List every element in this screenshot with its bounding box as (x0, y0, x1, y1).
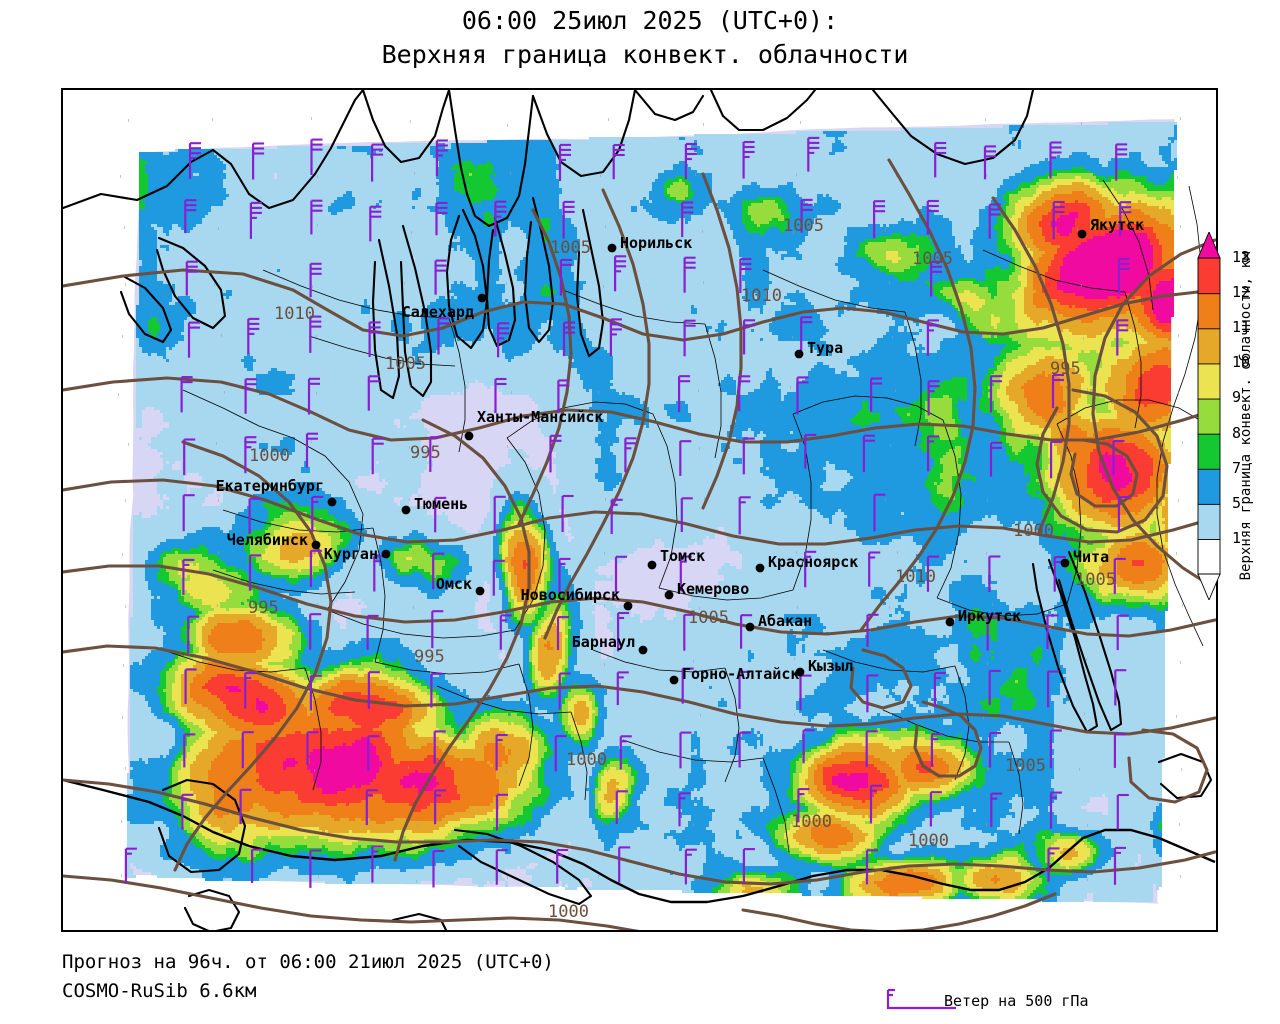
city-marker[interactable] (794, 349, 804, 359)
city-label: Норильск (620, 234, 692, 252)
isobar-label: 995 (1050, 359, 1081, 379)
city-marker[interactable] (1077, 229, 1087, 239)
isobar-label: 1005 (385, 354, 426, 374)
city-label: Челябинск (227, 531, 308, 549)
city-label: Кемерово (677, 580, 749, 598)
colorbar-tick-10: 10 (1232, 353, 1251, 372)
title-variable: Верхняя граница конвект. облачности (381, 40, 909, 69)
city-label: Иркутск (958, 607, 1021, 625)
isobar-label: 1005 (688, 608, 729, 628)
city-label: Новосибирск (521, 586, 620, 604)
city-marker[interactable] (311, 540, 321, 550)
colorbar-svg (1197, 232, 1221, 600)
city-marker[interactable] (401, 505, 411, 515)
city-marker[interactable] (745, 622, 755, 632)
city-marker[interactable] (607, 243, 617, 253)
title-valid-time: 06:00 25июл 2025 (UTC+0): (461, 6, 839, 35)
admin-borders-layer (118, 117, 1204, 883)
isobar-label: 1005 (1005, 756, 1046, 776)
city-label: Тюмень (414, 495, 468, 513)
city-marker[interactable] (795, 667, 805, 677)
city-marker[interactable] (638, 645, 648, 655)
city-label: Ханты-Мансийск (477, 408, 603, 426)
city-marker[interactable] (664, 590, 674, 600)
city-label: Красноярск (768, 553, 858, 571)
city-label: Барнаул (572, 633, 635, 651)
city-marker[interactable] (1060, 558, 1070, 568)
isobar-label: 1000 (249, 446, 290, 466)
colorbar-tick-11: 11 (1232, 318, 1251, 337)
isobar-label: 1000 (566, 750, 607, 770)
isobar-label: 1005 (550, 238, 591, 258)
colorbar-tick-7: 7 (1232, 458, 1242, 477)
city-marker[interactable] (755, 563, 765, 573)
isobar-label: 1010 (741, 286, 782, 306)
colorbar-tick-13: 13 (1232, 248, 1251, 266)
isobar-label: 1000 (1013, 521, 1054, 541)
city-marker[interactable] (945, 617, 955, 627)
city-marker[interactable] (464, 431, 474, 441)
city-label: Тура (807, 339, 843, 357)
colorbar-axis-label: Верхняя граница конвект. облачности, км (1234, 232, 1258, 600)
city-label: Салехард (402, 303, 474, 321)
city-label: Омск (436, 575, 472, 593)
city-label: Якутск (1090, 216, 1144, 234)
city-label: Томск (660, 547, 705, 565)
isobar-label: 1010 (895, 567, 936, 587)
isobar-label: 1005 (1075, 570, 1116, 590)
isobar-label: 995 (410, 443, 441, 463)
isobar-label: 1010 (274, 304, 315, 324)
isobar-label: 995 (414, 647, 445, 667)
city-label: Абакан (758, 612, 812, 630)
isobar-label: 1005 (912, 249, 953, 269)
isobar-label: 1000 (548, 902, 589, 922)
model-info: COSMO-RuSib 6.6км (62, 980, 257, 1002)
colorbar-tick-1: 1 (1232, 528, 1242, 547)
colorbar-axis-label-text: Верхняя граница конвект. облачности, км (1238, 251, 1254, 581)
wind-legend-label: Ветер на 500 гПа (944, 992, 1089, 1010)
city-marker[interactable] (327, 497, 337, 507)
isobar-label: 1000 (908, 831, 949, 851)
city-marker[interactable] (381, 549, 391, 559)
map-canvas[interactable]: 1010 1005 1005 1005 1010 1005 1000 995 995 995 995… (61, 88, 1218, 932)
isobar-label: 1005 (783, 216, 824, 236)
city-label: Курган (324, 545, 378, 563)
city-marker[interactable] (475, 586, 485, 596)
colorbar-tick-9: 9 (1232, 388, 1242, 407)
city-marker[interactable] (623, 601, 633, 611)
colorbar-tick-5: 5 (1232, 493, 1242, 512)
city-marker[interactable] (647, 560, 657, 570)
city-labels-layer: Норильск Салехард Якутск Тура Ханты-Мансийск… (216, 216, 1144, 685)
page-title: 06:00 25июл 2025 (UTC+0): Верхняя границ… (0, 4, 1280, 72)
map-svg: 1010 1005 1005 1005 1010 1005 1000 995 995 995 995… (63, 90, 1216, 930)
city-marker[interactable] (477, 293, 487, 303)
colorbar: 13 12 11 10 9 8 7 5 1 (1196, 232, 1250, 600)
colorbar-tick-12: 12 (1232, 283, 1251, 302)
wind-barbs-layer (124, 136, 1132, 888)
isobar-layer (63, 158, 1216, 930)
city-marker[interactable] (669, 675, 679, 685)
city-label: Екатеринбург (216, 477, 324, 495)
city-label: Горно-Алтайск (682, 665, 799, 683)
colorbar-tick-8: 8 (1232, 423, 1242, 442)
forecast-info: Прогноз на 96ч. от 06:00 21июл 2025 (UTC… (62, 951, 554, 973)
isobar-labels-layer: 1010 1005 1005 1005 1010 1005 1000 995 995 995 995… (248, 216, 1116, 922)
city-label: Кызыл (808, 657, 853, 675)
isobar-label: 1000 (791, 812, 832, 832)
wind-barb-legend-icon (876, 986, 1216, 1016)
city-label: Чита (1073, 548, 1109, 566)
isobar-label: 995 (248, 598, 279, 618)
